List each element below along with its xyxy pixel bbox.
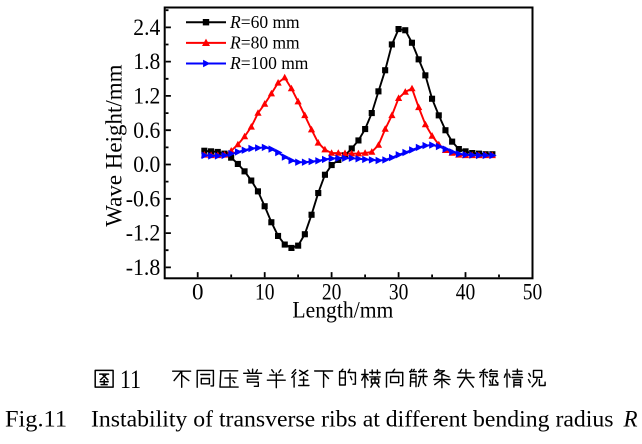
svg-text:2.4: 2.4 <box>133 15 160 40</box>
svg-text:Length/mm: Length/mm <box>292 298 393 323</box>
svg-text:-0.6: -0.6 <box>126 186 161 211</box>
svg-text:50: 50 <box>523 280 543 305</box>
svg-text:10: 10 <box>255 280 275 305</box>
svg-text:30: 30 <box>389 280 409 305</box>
svg-text:Instability of transverse ribs: Instability of transverse ribs at differ… <box>91 407 614 432</box>
svg-text:20: 20 <box>322 280 342 305</box>
svg-text:11: 11 <box>120 365 141 394</box>
svg-text:Wave Height/mm: Wave Height/mm <box>101 64 126 226</box>
svg-text:0.6: 0.6 <box>133 118 160 143</box>
svg-text:R=100 mm: R=100 mm <box>229 53 309 73</box>
svg-text:Fig.11: Fig.11 <box>5 407 67 432</box>
svg-text:-1.2: -1.2 <box>126 221 161 246</box>
svg-text:1.2: 1.2 <box>133 84 160 109</box>
svg-text:R=60 mm: R=60 mm <box>229 12 300 32</box>
svg-text:0: 0 <box>192 280 204 305</box>
svg-text:1.8: 1.8 <box>133 49 160 74</box>
svg-text:R=80 mm: R=80 mm <box>229 33 300 53</box>
svg-text:0.0: 0.0 <box>133 152 160 177</box>
svg-text:R: R <box>623 407 638 432</box>
svg-text:-1.8: -1.8 <box>126 255 161 280</box>
svg-text:40: 40 <box>456 280 476 305</box>
